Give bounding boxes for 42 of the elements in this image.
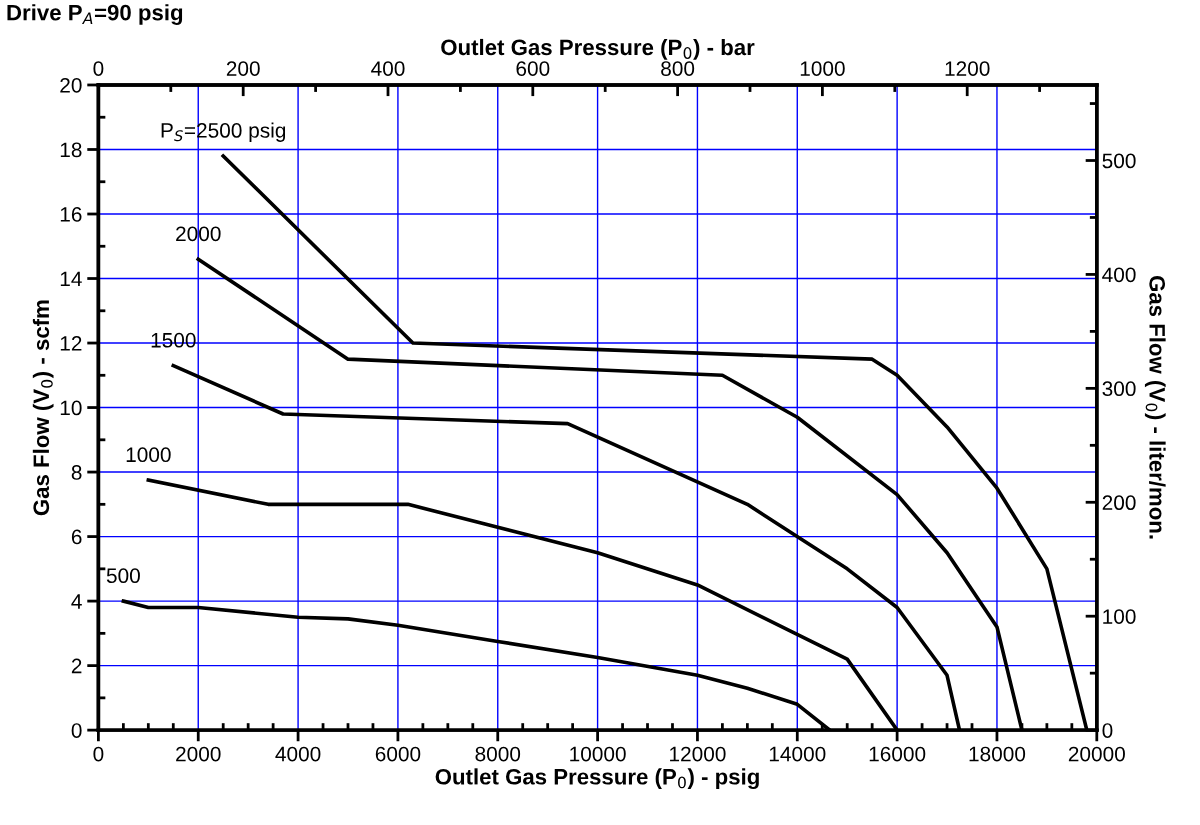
x2-tick-label: 800 <box>661 61 695 76</box>
x2-tick-label: 1200 <box>945 61 990 76</box>
y-tick-label: 12 <box>60 336 82 351</box>
y-tick-label: 6 <box>71 529 82 545</box>
x-tick-label: 20000 <box>1068 746 1125 762</box>
y2-tick-label: 500 <box>1102 153 1136 169</box>
y-tick-label: 2 <box>71 658 82 674</box>
y-tick-label: 16 <box>60 207 82 222</box>
y-axis-title: Gas Flow (V$_{0}$) - scfm <box>32 300 54 516</box>
x2-tick-label: 0 <box>93 61 104 76</box>
y2-tick-label: 0 <box>1102 723 1113 738</box>
series-label: 500 <box>106 568 140 584</box>
y2-tick-label: 300 <box>1102 381 1136 397</box>
x-tick-label: 4000 <box>275 746 321 762</box>
y-tick-label: 10 <box>60 400 82 416</box>
text: Drive P$_{A}$=90 psig <box>7 4 183 25</box>
x2-axis-title: Outlet Gas Pressure (P$_{0}$) - bar <box>441 38 755 60</box>
x-axis-title: Outlet Gas Pressure (P$_{0}$) - psig <box>435 768 759 790</box>
y-tick-label: 20 <box>60 77 82 93</box>
y-tick-label: 8 <box>71 465 82 480</box>
x2-tick-label: 200 <box>226 61 260 76</box>
x-tick-label: 12000 <box>670 746 726 762</box>
y-tick-label: 14 <box>60 271 82 287</box>
x-tick-label: 0 <box>93 746 104 762</box>
x-tick-label: 6000 <box>375 746 421 762</box>
y-tick-label: 0 <box>71 723 82 738</box>
x-tick-label: 16000 <box>869 746 926 762</box>
x-tick-label: 10000 <box>570 746 626 762</box>
y2-tick-label: 100 <box>1103 609 1136 624</box>
x-tick-label: 8000 <box>475 746 521 762</box>
x2-tick-label: 400 <box>371 61 405 76</box>
x-tick-label: 18000 <box>969 746 1026 762</box>
x2-tick-label: 600 <box>516 61 550 76</box>
y-tick-label: 18 <box>60 142 82 158</box>
series-label: 1000 <box>126 447 171 463</box>
x-tick-label: 2000 <box>176 746 221 762</box>
x-tick-label: 14000 <box>769 746 826 762</box>
y2-axis-title: Gas Flow (V$_{0}$) - liter/mon. <box>1144 275 1166 539</box>
y2-tick-label: 400 <box>1102 267 1136 283</box>
y-tick-label: 4 <box>71 594 82 609</box>
y2-tick-label: 200 <box>1102 495 1136 511</box>
x2-tick-label: 1000 <box>800 61 845 76</box>
